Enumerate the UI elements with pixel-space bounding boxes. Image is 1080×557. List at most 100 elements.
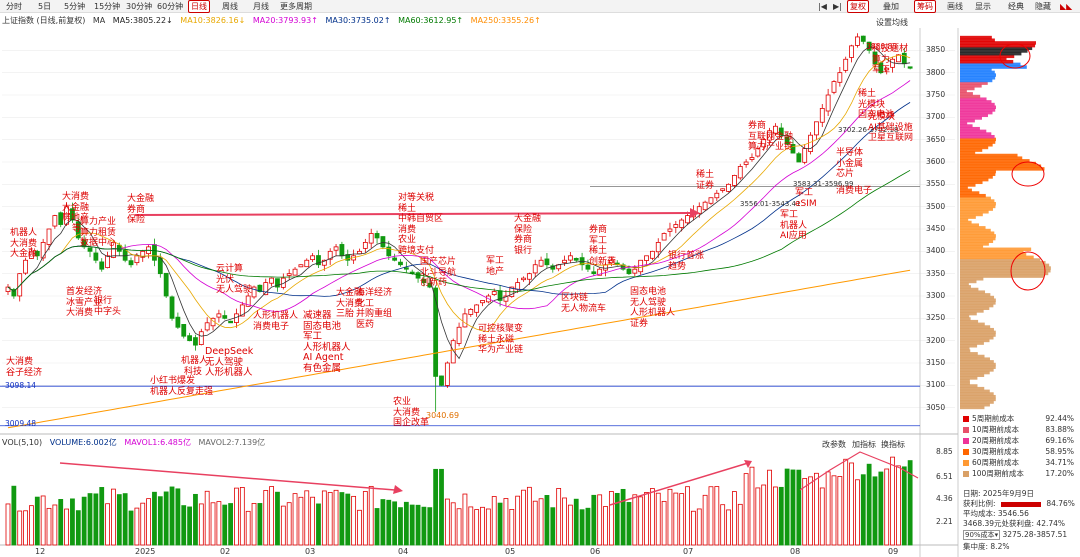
volume-bar bbox=[357, 509, 362, 546]
annotation-34: 消费电子 bbox=[836, 186, 873, 196]
display-button[interactable]: 显示 bbox=[975, 2, 991, 11]
candle-body bbox=[52, 215, 58, 227]
volume-bar bbox=[99, 487, 105, 546]
chips-button[interactable]: 筹码 bbox=[914, 0, 936, 13]
tab-5min[interactable]: 5分钟 bbox=[64, 2, 86, 11]
chip-bar bbox=[960, 397, 996, 402]
candle-body bbox=[398, 261, 403, 266]
y-tick-label: 3200 bbox=[926, 335, 946, 345]
chip-bar bbox=[960, 201, 996, 206]
candle-body bbox=[491, 291, 497, 295]
settings-icon[interactable]: ◣◣ bbox=[1060, 2, 1073, 11]
volume-bar bbox=[532, 500, 538, 546]
chip-bar bbox=[960, 41, 1036, 45]
chip-bar bbox=[960, 92, 973, 96]
ma250-value: MA250:3355.26↑ bbox=[470, 16, 541, 25]
tab-15min[interactable]: 15分钟 bbox=[94, 2, 121, 11]
classic-button[interactable]: 经典 bbox=[1008, 2, 1024, 11]
volume-bar bbox=[351, 495, 357, 546]
annotation-33: 光模块 AI基础设施 卫星互联网 bbox=[868, 112, 914, 143]
volume-bar bbox=[409, 504, 415, 546]
candle-body bbox=[614, 262, 620, 266]
candle-body bbox=[872, 51, 878, 65]
chip-bar bbox=[960, 346, 970, 351]
y-tick-label: 3400 bbox=[926, 246, 946, 256]
ma10-value: MA10:3826.16↓ bbox=[180, 16, 246, 25]
add-indicator-button[interactable]: 加指标 bbox=[852, 440, 876, 449]
volume-bar bbox=[17, 510, 23, 546]
volume-bar bbox=[649, 488, 655, 546]
tab-5day[interactable]: 5日 bbox=[38, 2, 52, 11]
cost-label: 60周期前成本 bbox=[972, 458, 1020, 467]
cost-label: 100周期前成本 bbox=[972, 469, 1024, 478]
tab-30min[interactable]: 30分钟 bbox=[126, 2, 153, 11]
candle-body bbox=[825, 94, 831, 112]
candle-body bbox=[444, 362, 450, 386]
tab-weekly[interactable]: 周线 bbox=[222, 2, 238, 11]
tab-daily[interactable]: 日线 bbox=[188, 0, 210, 13]
cost-swatch bbox=[963, 460, 969, 466]
volume-bars bbox=[5, 451, 919, 546]
volume-bar bbox=[521, 489, 526, 546]
annotation-25: 银行普涨 趋势 bbox=[668, 251, 705, 272]
draw-button[interactable]: 画线 bbox=[947, 2, 963, 11]
candle-body bbox=[796, 153, 802, 163]
volume-arrow-head bbox=[393, 485, 403, 494]
candle-body bbox=[849, 45, 854, 58]
candle-body bbox=[181, 324, 187, 337]
hide-button[interactable]: 隐藏 bbox=[1035, 2, 1051, 11]
candle-body bbox=[585, 264, 591, 270]
volume-bar bbox=[825, 471, 831, 546]
tab-more-periods[interactable]: 更多周期 bbox=[280, 2, 312, 11]
candle-body bbox=[474, 304, 480, 313]
ma60-value: MA60:3612.95↑ bbox=[398, 16, 464, 25]
annotation-1: 机器人 大消费 大金融 bbox=[10, 228, 38, 259]
chip-bar bbox=[960, 175, 993, 179]
overlay-button[interactable]: 叠加 bbox=[883, 2, 899, 11]
candle-body bbox=[702, 201, 708, 211]
change-params-button[interactable]: 改参数 bbox=[822, 440, 846, 449]
trend-arrow-head bbox=[690, 208, 700, 218]
chip-bar bbox=[960, 76, 996, 80]
chip-bar bbox=[960, 360, 994, 364]
volume-bar bbox=[896, 465, 901, 546]
y-tick-label: 3850 bbox=[926, 45, 946, 55]
volume-bar bbox=[46, 507, 52, 546]
candle-body bbox=[532, 264, 538, 274]
candle-body bbox=[157, 257, 163, 275]
tab-60min[interactable]: 60分钟 bbox=[157, 2, 184, 11]
nav-forward-icon[interactable]: ▶| bbox=[833, 2, 842, 11]
volume-bar bbox=[802, 478, 808, 546]
candle-body bbox=[896, 54, 901, 63]
volume-bar bbox=[503, 498, 509, 546]
volume-bar bbox=[439, 468, 444, 546]
switch-indicator-button[interactable]: 换指标 bbox=[881, 440, 905, 449]
adjust-button[interactable]: 复权 bbox=[847, 0, 869, 13]
candle-body bbox=[544, 258, 550, 266]
chip-bar bbox=[960, 303, 994, 308]
candle-body bbox=[152, 244, 157, 261]
chip-bar bbox=[960, 333, 996, 337]
candle-body bbox=[111, 241, 116, 258]
vol-volume: VOLUME:6.002亿 bbox=[49, 438, 117, 447]
ma-settings-button[interactable]: 设置均线 bbox=[876, 18, 908, 27]
volume-bar bbox=[538, 498, 544, 546]
volume-bar bbox=[128, 510, 134, 546]
candle-body bbox=[99, 261, 105, 270]
cost-90-select[interactable]: 90%成本▾ bbox=[963, 530, 1001, 540]
chip-bar bbox=[960, 102, 995, 107]
annotation-19: 农业 大消费 国企改革 bbox=[393, 397, 430, 428]
volume-bar bbox=[169, 486, 175, 546]
profit-ratio-label: 获利比例: bbox=[963, 499, 996, 508]
chip-bar bbox=[960, 185, 968, 190]
volume-bar bbox=[368, 485, 374, 546]
tab-monthly[interactable]: 月线 bbox=[253, 2, 269, 11]
chip-bar bbox=[960, 132, 992, 136]
annotation-21: 军工 地产 bbox=[486, 256, 505, 277]
candle-body bbox=[567, 255, 573, 261]
volume-bar bbox=[52, 504, 58, 546]
tab-intraday[interactable]: 分时 bbox=[6, 2, 22, 11]
nav-back-icon[interactable]: |◀ bbox=[818, 2, 827, 11]
